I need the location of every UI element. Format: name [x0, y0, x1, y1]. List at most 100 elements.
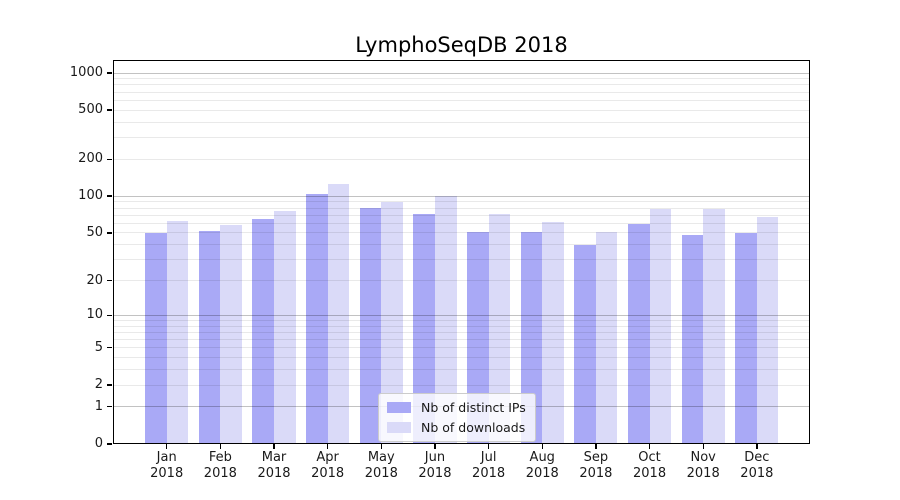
- plot-area: 0 1 2 5 10 20 50 100 200 500 1000 Jan 2018 Feb 2018 Mar…: [70, 60, 810, 481]
- y-tick-label: 20: [86, 272, 103, 288]
- x-tick-mark: [166, 444, 168, 449]
- legend: Nb of distinct IPs Nb of downloads: [378, 393, 536, 442]
- y-tick-label: 200: [78, 151, 103, 167]
- bar-nb-of-downloads: [381, 201, 403, 444]
- gridline-minor: [113, 244, 810, 246]
- bar-nb-of-distinct-ips: [520, 231, 543, 444]
- gridlines-layer: [113, 60, 810, 444]
- x-tick-label: Mar 2018: [246, 450, 302, 482]
- x-tick-label-month: Mar: [261, 450, 287, 465]
- gridline-minor: [113, 369, 810, 371]
- x-tick-mark: [541, 444, 543, 449]
- x-tick-label-year: 2018: [740, 466, 774, 481]
- gridline-minor: [113, 78, 810, 80]
- x-tick-label-year: 2018: [311, 466, 345, 481]
- x-tick-label-month: Dec: [744, 450, 770, 465]
- gridline-minor: [113, 232, 810, 234]
- y-tick-label: 100: [78, 188, 103, 204]
- x-tick-label: Jan 2018: [139, 450, 195, 482]
- gridline-major: [113, 314, 810, 316]
- bars-layer: [113, 60, 810, 444]
- bar-nb-of-downloads: [649, 208, 672, 444]
- x-tick-label-year: 2018: [633, 466, 667, 481]
- x-tick-label-year: 2018: [257, 466, 291, 481]
- y-tick-mark: [107, 443, 112, 445]
- gridline-minor: [113, 137, 810, 139]
- y-tick-mark: [107, 406, 112, 408]
- legend-label-downloads: Nb of downloads: [421, 420, 526, 435]
- bar-nb-of-downloads: [542, 222, 564, 444]
- bar-nb-of-downloads: [434, 196, 457, 444]
- x-tick-mark: [595, 444, 597, 449]
- gridline-minor: [113, 91, 810, 93]
- x-tick-label-year: 2018: [579, 466, 613, 481]
- x-tick-label: Nov 2018: [675, 450, 731, 482]
- x-tick-mark: [434, 444, 436, 449]
- x-tick-label-month: Apr: [316, 450, 339, 465]
- x-tick-mark: [487, 444, 490, 449]
- gridline-minor: [113, 339, 810, 340]
- gridline-minor: [113, 121, 810, 123]
- axes-layer: 0 1 2 5 10 20 50 100 200 500 1000 Jan 2018 Feb 2018 Mar…: [70, 60, 810, 481]
- x-tick-label-month: Jul: [480, 450, 497, 465]
- x-tick-label: Apr 2018: [300, 450, 356, 482]
- y-tick-label: 50: [86, 224, 103, 240]
- x-tick-label-year: 2018: [364, 466, 398, 481]
- x-tick-label: Jul 2018: [461, 450, 517, 482]
- gridline-minor: [113, 280, 810, 281]
- gridline-minor: [113, 99, 810, 101]
- x-tick-mark: [756, 444, 758, 449]
- bar-nb-of-distinct-ips: [145, 232, 167, 444]
- x-tick-label: Sep 2018: [568, 450, 624, 482]
- gridline-minor: [113, 259, 810, 261]
- x-tick-label: Jun 2018: [407, 450, 463, 482]
- gridline-major: [113, 72, 810, 74]
- x-tick-mark: [219, 444, 222, 449]
- y-tick-mark: [107, 195, 112, 197]
- gridline-minor: [113, 109, 810, 111]
- y-tick-mark: [107, 109, 112, 111]
- y-tick-mark: [107, 158, 112, 160]
- y-tick-label: 1: [94, 398, 103, 414]
- y-tick-mark: [107, 384, 112, 386]
- gridline-minor: [113, 384, 810, 386]
- x-tick-label: Feb 2018: [192, 450, 248, 482]
- gridline-minor: [113, 347, 810, 349]
- gridline-minor: [113, 214, 810, 216]
- bar-nb-of-downloads: [220, 225, 242, 444]
- y-tick-label: 1000: [69, 65, 103, 80]
- bar-nb-of-distinct-ips: [198, 230, 221, 444]
- gridline-minor: [113, 222, 810, 224]
- bar-nb-of-distinct-ips: [306, 193, 328, 444]
- x-tick-label-year: 2018: [686, 466, 720, 481]
- y-tick-label: 0: [94, 436, 103, 451]
- gridline-minor: [113, 331, 810, 333]
- bar-nb-of-downloads: [595, 231, 618, 444]
- gridline-minor: [113, 158, 810, 160]
- x-tick-label-month: Jun: [424, 450, 446, 465]
- x-tick-label-year: 2018: [203, 466, 237, 481]
- bar-nb-of-distinct-ips: [413, 214, 435, 444]
- legend-swatch-distinct-ips-icon: [387, 402, 411, 413]
- x-tick-label-year: 2018: [150, 466, 184, 481]
- x-tick-label-month: Nov: [690, 450, 716, 465]
- x-tick-label-month: Jan: [156, 450, 177, 465]
- chart-title: LymphoSeqDB 2018: [355, 33, 568, 57]
- bar-nb-of-distinct-ips: [627, 224, 650, 444]
- x-tick-label-month: Feb: [208, 450, 232, 465]
- bar-nb-of-downloads: [327, 184, 350, 444]
- y-tick-mark: [107, 232, 112, 234]
- x-tick-label: Dec 2018: [729, 450, 785, 482]
- gridline-minor: [113, 201, 810, 203]
- bar-nb-of-distinct-ips: [681, 235, 704, 444]
- bar-nb-of-downloads: [274, 211, 296, 444]
- x-tick-label: Oct 2018: [622, 450, 678, 482]
- bar-nb-of-distinct-ips: [574, 244, 596, 444]
- x-tick-label-month: Sep: [583, 450, 609, 465]
- gridline-minor: [113, 319, 810, 321]
- y-tick-mark: [107, 279, 112, 282]
- gridline-minor: [113, 325, 810, 327]
- bar-nb-of-distinct-ips: [735, 232, 757, 444]
- x-tick-label: Aug 2018: [514, 450, 570, 482]
- gridline-major: [113, 195, 810, 197]
